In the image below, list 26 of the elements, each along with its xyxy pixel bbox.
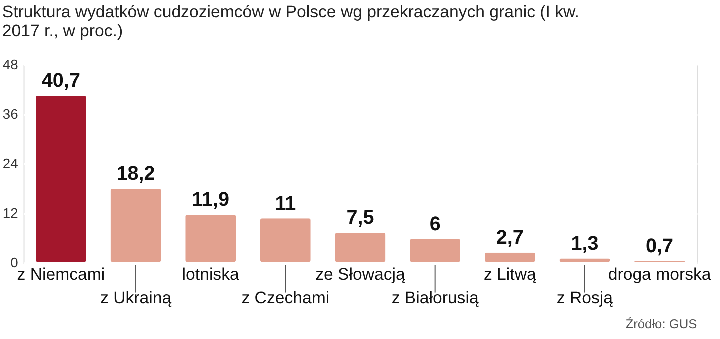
- data-label: 6: [430, 213, 441, 236]
- data-label: 18,2: [116, 163, 156, 186]
- data-label: 1,3: [571, 232, 599, 255]
- x-tick-label: z Rosją: [556, 288, 614, 308]
- x-tick-label: lotniska: [182, 264, 240, 284]
- y-tick-label: 36: [2, 106, 19, 122]
- data-label: 7,5: [346, 207, 374, 230]
- x-tick-label: z Niemcami: [17, 264, 106, 284]
- text: Źródło: GUS: [626, 316, 698, 332]
- data-label: 11: [275, 192, 296, 215]
- text: 2017 r., w proc.): [2, 21, 124, 40]
- data-label: 0,7: [646, 235, 674, 258]
- x-tick-label: ze Słowacją: [316, 264, 406, 284]
- data-label: 2,7: [496, 227, 524, 250]
- y-tick-label: 12: [2, 205, 19, 222]
- text: Struktura wydatków cudzoziemców w Polsce wg przekraczanych granic (I kw.: [2, 2, 580, 22]
- x-tick-label: z Ukrainą: [100, 288, 172, 308]
- x-tick-label: z Litwą: [484, 264, 537, 284]
- x-tick-label: z Białorusią: [392, 288, 480, 308]
- data-label: 11,9: [192, 189, 230, 212]
- x-tick-label: droga morska: [608, 264, 712, 284]
- y-tick-label: 48: [2, 56, 19, 72]
- y-tick-label: 0: [10, 254, 19, 271]
- data-label: 40,7: [42, 70, 80, 92]
- y-tick-label: 24: [2, 155, 19, 172]
- x-tick-label: z Czechami: [242, 288, 330, 308]
